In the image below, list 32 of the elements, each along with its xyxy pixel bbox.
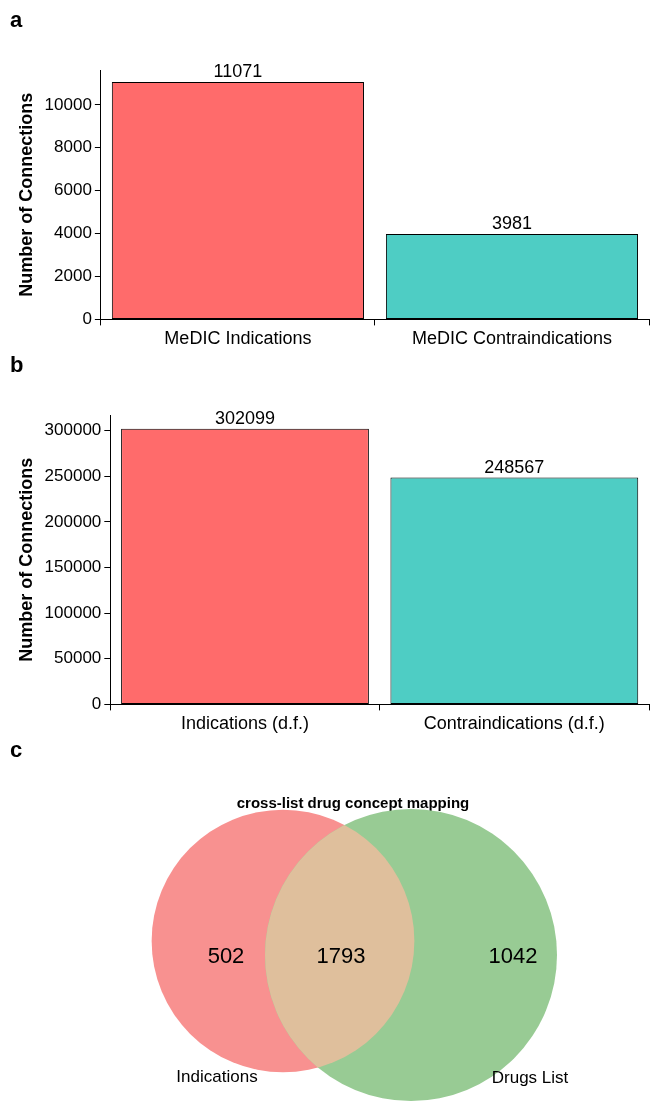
- data-label: 502: [207, 943, 245, 969]
- data-label: 248567: [484, 456, 545, 477]
- text: a: [10, 7, 23, 33]
- data-label: 3981: [491, 212, 532, 233]
- data-label: 11071: [213, 60, 263, 81]
- y-tick-label: 100000: [44, 602, 102, 622]
- x-tick-label: Contraindications (d.f.): [423, 713, 605, 734]
- text: c: [10, 737, 23, 763]
- category-label: Drugs List: [491, 1067, 569, 1087]
- y-tick-label: 10000: [44, 94, 92, 114]
- text: b: [10, 352, 24, 378]
- y-tick-label: 200000: [44, 511, 102, 531]
- x-tick-label: MeDIC Indications: [164, 328, 312, 349]
- y-tick-label: 8000: [54, 137, 92, 157]
- data-label: 302099: [214, 407, 276, 428]
- y-axis-title: Number of Connections: [15, 457, 36, 662]
- y-tick-label: 150000: [44, 557, 102, 577]
- y-tick-label: 50000: [54, 648, 102, 668]
- category-label: Indications: [176, 1066, 258, 1086]
- y-tick-label: 0: [82, 309, 92, 329]
- x-tick-label: MeDIC Contraindications: [411, 328, 613, 349]
- y-tick-label: 0: [91, 694, 102, 714]
- data-label: 1042: [488, 943, 538, 969]
- x-tick-label: Indications (d.f.): [180, 713, 310, 734]
- y-tick-label: 4000: [54, 223, 92, 243]
- text: cross-list drug concept mapping: [236, 794, 470, 812]
- y-tick-label: 2000: [54, 266, 92, 286]
- y-tick-label: 6000: [54, 180, 92, 200]
- data-label: 1793: [316, 943, 366, 969]
- y-tick-label: 250000: [44, 466, 102, 485]
- y-axis-title: Number of Connections: [15, 92, 36, 297]
- y-tick-label: 300000: [44, 420, 102, 440]
